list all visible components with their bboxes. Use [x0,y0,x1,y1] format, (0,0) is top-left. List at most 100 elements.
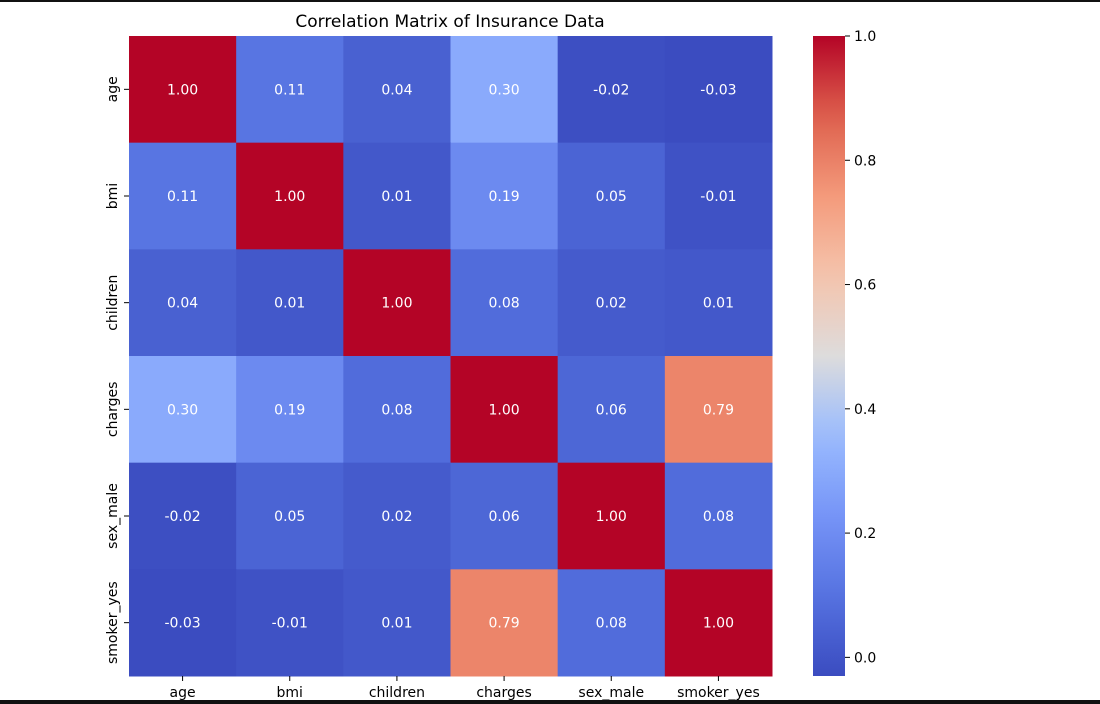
heatmap-cell [664,142,773,250]
heatmap-cell-label: 0.08 [381,402,412,418]
frame-top-border [0,0,1100,2]
heatmap-cell-label: 0.02 [381,509,412,525]
heatmap-cell-label: 0.01 [703,296,734,312]
y-tick-label: age [105,76,121,102]
heatmap-cell-label: 0.05 [596,189,627,205]
colorbar-tick-label: 0.6 [854,278,876,294]
heatmap-cell-label: 0.11 [274,82,305,98]
heatmap-cell [557,462,666,570]
heatmap-cell [450,36,559,144]
heatmap-cell-label: 0.02 [596,296,627,312]
heatmap-cell-label: -0.01 [700,189,736,205]
heatmap-cell-label: 0.11 [167,189,198,205]
heatmap-cell [129,356,237,464]
frame-bottom-border [0,700,1100,704]
heatmap-cell-label: 0.06 [488,509,519,525]
heatmap-cell-label: -0.03 [700,82,736,98]
heatmap-cell [664,356,773,464]
colorbar: 0.0 0.2 0.4 0.6 0.8 1.0 [813,29,876,676]
heatmap-cell [343,356,451,464]
heatmap-cell [343,462,451,570]
heatmap-cell [236,569,344,677]
heatmap-cell [664,36,773,144]
x-tick-label: bmi [277,685,303,700]
y-tick-label: children [105,275,121,331]
heatmap-cell [450,356,559,464]
heatmap-cell-label: 0.08 [596,616,627,632]
heatmap-cell [664,249,773,357]
heatmap-cell [664,462,773,570]
heatmap-cell [557,36,666,144]
heatmap-cell [236,462,344,570]
y-tick-label: sex_male [105,483,121,549]
heatmap-cell-label: 0.01 [381,189,412,205]
heatmap-cell-label: 0.04 [167,296,198,312]
chart-title: Correlation Matrix of Insurance Data [295,12,604,32]
heatmap-cell-label: -0.02 [593,82,629,98]
x-tick-label: age [170,685,196,700]
y-tick-label: charges [105,382,121,437]
heatmap-cell-label: 1.00 [596,509,627,525]
heatmap-cell-label: 0.79 [703,402,734,418]
heatmap-cell-label: 1.00 [274,189,305,205]
heatmap-cell-label: 1.00 [167,82,198,98]
heatmap-cell [236,356,344,464]
heatmap-cell-label: 0.08 [703,509,734,525]
y-axis: age bmi children charges sex_male smoker_yes [105,76,129,664]
colorbar-tick-label: 1.0 [854,29,876,45]
heatmap-cell [450,462,559,570]
x-tick-label: children [369,685,425,700]
heatmap-cell [664,569,773,677]
x-axis: age bmi children charges sex_male smoker_yes [170,676,760,700]
y-tick-label: bmi [105,183,121,209]
colorbar-tick-label: 0.2 [854,526,876,542]
heatmap-cell [450,142,559,250]
heatmap-cell-label: 0.05 [274,509,305,525]
heatmap-cell [129,462,237,570]
heatmap-cell [557,569,666,677]
heatmap-cell-label: -0.02 [164,509,200,525]
heatmap-cell [343,142,451,250]
heatmap-cell-label: 0.30 [167,402,198,418]
heatmap-cell [129,36,237,144]
heatmap-cell-label: -0.01 [272,616,308,632]
heatmap-cell-label: 0.04 [381,82,412,98]
heatmap-cell [450,249,559,357]
heatmap-cells [129,36,773,677]
y-tick-label: smoker_yes [105,581,121,664]
heatmap-cell [557,142,666,250]
heatmap-cell-label: 0.01 [274,296,305,312]
heatmap-cell [236,36,344,144]
colorbar-gradient [813,36,845,676]
heatmap-cell-label: 0.01 [381,616,412,632]
heatmap-cell-label: 0.19 [274,402,305,418]
heatmap-cell [557,356,666,464]
colorbar-tick-label: 0.0 [854,650,876,666]
heatmap-cell [129,249,237,357]
heatmap-cell [343,36,451,144]
heatmap-cell-label: 1.00 [488,402,519,418]
heatmap-cell [236,249,344,357]
colorbar-tick-label: 0.4 [854,402,876,418]
heatmap-cell [450,569,559,677]
heatmap-cell [343,569,451,677]
colorbar-tick-label: 0.8 [854,153,876,169]
heatmap-cell-label: -0.03 [164,616,200,632]
heatmap-cell [236,142,344,250]
heatmap-cell-label: 1.00 [703,616,734,632]
heatmap-cell-label: 0.06 [596,402,627,418]
heatmap-cell-label: 1.00 [381,296,412,312]
heatmap-cell [343,249,451,357]
heatmap-cell-label: 0.30 [488,82,519,98]
heatmap-cell [557,249,666,357]
x-tick-label: charges [476,685,531,700]
heatmap-cell-label: 0.08 [488,296,519,312]
heatmap-cell-labels: 1.00 0.11 0.04 0.30 -0.02 -0.03 0.11 1.00 0.01 0.… [164,82,736,631]
heatmap-cell [129,142,237,250]
heatmap-cell [129,569,237,677]
heatmap-cell-label: 0.79 [488,616,519,632]
x-tick-label: smoker_yes [677,685,760,700]
heatmap-cell-label: 0.19 [488,189,519,205]
x-tick-label: sex_male [578,685,644,700]
